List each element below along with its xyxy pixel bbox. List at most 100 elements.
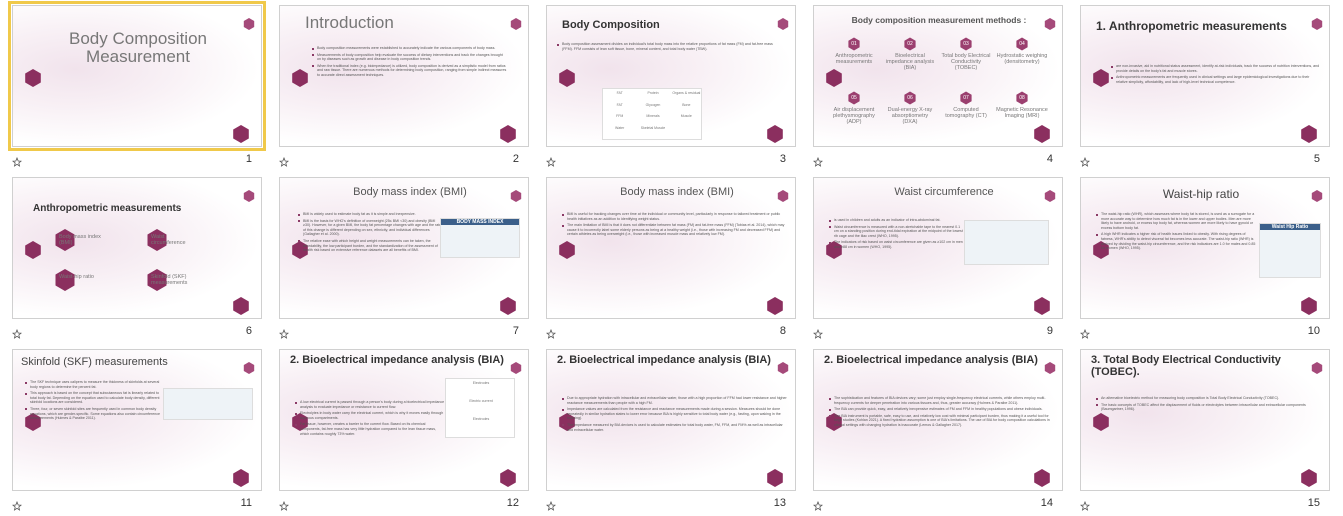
diagram-label: Organs & residual (672, 91, 701, 95)
method-label: Air displacement plethysmography (ADP) (833, 107, 875, 125)
method-number: 03 (963, 41, 969, 47)
transition-icon[interactable] (812, 326, 824, 339)
slide-image: BODY MASS INDEX (440, 218, 520, 258)
slide-body: The waist-hip ratio (WHR), which assesse… (1096, 212, 1256, 253)
slide-body: Body composition measurements were estab… (312, 46, 507, 80)
bullet-text: The sophistication and features of BIA d… (829, 396, 1054, 405)
bullet-text: An alternative bioelectric method for me… (1096, 396, 1321, 401)
image-caption: Waist Hip Ratio (1260, 224, 1320, 230)
transition-icon[interactable] (1079, 326, 1091, 339)
slide-thumbnail[interactable]: Introduction Body composition measurement… (279, 5, 529, 147)
slide-thumbnail[interactable]: Body mass index (BMI) BMI is useful for t… (546, 177, 796, 319)
slide-body: Body composition assessment divides an i… (557, 42, 782, 53)
transition-icon[interactable] (278, 326, 290, 339)
bullet-text: The relative ease with which height and … (298, 239, 443, 253)
slide-thumbnail[interactable]: 2. Bioelectrical impedance analysis (BIA… (813, 349, 1063, 491)
diagram: Electrodes Electric current Electrodes (445, 378, 515, 438)
slide-title: 1. Anthropometric measurements (1096, 19, 1287, 33)
method-number: 06 (907, 95, 913, 101)
slide-thumbnail[interactable]: 2. Bioelectrical impedance analysis (BIA… (546, 349, 796, 491)
bullet-text: Anthropometric measurements are frequent… (1111, 75, 1321, 84)
slide-thumbnail[interactable]: Body composition measurement methods : 01… (813, 5, 1063, 147)
decoration (1093, 362, 1323, 487)
slide-thumbnail[interactable]: Body mass index (BMI) BMI is widely used … (279, 177, 529, 319)
slide-thumbnail[interactable]: Waist-hip ratio The waist-hip ratio (WHR)… (1080, 177, 1330, 319)
slide-thumbnail[interactable]: 3. Total Body Electrical Conductivity (T… (1080, 349, 1330, 491)
slide-title: 3. Total Body Electrical Conductivity (T… (1091, 354, 1281, 378)
bullet-text: The SKF technique uses calipers to measu… (25, 380, 165, 389)
decoration (25, 190, 255, 315)
slide-body: are non-invasive, aid in nutritional sta… (1111, 64, 1321, 86)
bullet-text: Electrolytes in body water carry the ele… (295, 411, 445, 420)
slide-number: 3 (779, 153, 786, 165)
diagram-label: Electrodes (472, 417, 490, 421)
bullet-text: Measurements of body composition help ev… (312, 53, 507, 62)
slide-number: 4 (1046, 153, 1053, 165)
transition-icon[interactable] (11, 498, 23, 511)
diagram: FAT FAT FFM Water Protein Glycogen Minerals Ske… (602, 88, 702, 140)
slide-body: An alternative bioelectric method for me… (1096, 396, 1321, 414)
transition-icon[interactable] (278, 154, 290, 167)
slide-number: 1 (245, 153, 252, 165)
slide-thumbnail[interactable]: Body Composition Measurement (8, 1, 266, 151)
diagram-label: Bone (682, 102, 691, 107)
slide-title: Anthropometric measurements (33, 203, 182, 214)
slide-thumbnail[interactable]: 1. Anthropometric measurements are non-in… (1080, 5, 1330, 147)
slide-thumbnail[interactable]: Body Composition Body composition assessm… (546, 5, 796, 147)
bullet-text: The indicators of risk based on waist ci… (829, 240, 964, 249)
slide-thumbnail[interactable]: 2. Bioelectrical impedance analysis (BIA… (279, 349, 529, 491)
slide-number: 7 (512, 325, 519, 337)
method-label: Total body Electrical Conductivity (TOBE… (941, 53, 991, 71)
transition-icon[interactable] (11, 326, 23, 339)
measure-label: Skinfold (SKF) measurements (151, 274, 188, 286)
bullet-text: Three, four, or seven skinfold sites are… (25, 407, 165, 421)
diagram-label: Water (615, 125, 625, 130)
bullet-text: is used in children and adults as an ind… (829, 218, 964, 223)
diagram-label: Electrodes (472, 381, 490, 385)
bullet-text: A high WHR indicates a higher risk of he… (1096, 232, 1256, 250)
slide-thumbnail[interactable]: Skinfold (SKF) measurements The SKF techn… (12, 349, 262, 491)
decoration (292, 190, 522, 315)
diagram-label: Muscle (680, 114, 692, 118)
diagram-label: Minerals (646, 114, 660, 118)
measure-label: Waist-hip ratio (59, 274, 94, 280)
transition-icon[interactable] (278, 498, 290, 511)
slide-body: A low electrical current is passed throu… (295, 400, 445, 438)
bullet-text: are non-invasive, aid in nutritional sta… (1111, 64, 1321, 73)
transition-icon[interactable] (545, 498, 557, 511)
transition-icon[interactable] (545, 326, 557, 339)
method-number: 04 (1019, 41, 1025, 47)
slide-title: 2. Bioelectrical impedance analysis (BIA… (557, 354, 771, 366)
slide-number: 2 (512, 153, 519, 165)
bullet-text: The BIA instrument is portable, safe, ea… (829, 414, 1054, 428)
slide-thumbnail[interactable]: Anthropometric measurements Body mass ind… (12, 177, 262, 319)
decoration (292, 362, 522, 487)
bullet-text: The BIA can provide quick, easy, and rel… (829, 407, 1054, 412)
slide-title: 2. Bioelectrical impedance analysis (BIA… (824, 354, 1038, 366)
slide-title: Waist circumference (894, 186, 994, 198)
bullet-text: BMI is useful for tracking changes over … (562, 212, 787, 221)
slide-title: Body mass index (BMI) (353, 186, 467, 198)
transition-icon[interactable] (11, 154, 23, 167)
transition-icon[interactable] (545, 154, 557, 167)
method-label: Computed tomography (CT) (945, 107, 987, 119)
measure-label: Waist circumference (151, 234, 186, 246)
decoration (826, 190, 1056, 315)
transition-icon[interactable] (1079, 154, 1091, 167)
slide-body: The sophistication and features of BIA d… (829, 396, 1054, 430)
method-number: 05 (851, 95, 857, 101)
slide-body: BMI is useful for tracking changes over … (562, 212, 787, 239)
slide-thumbnail[interactable]: Waist circumference is used in children a… (813, 177, 1063, 319)
slide-body: The SKF technique uses calipers to measu… (25, 380, 165, 423)
diagram-label: Skeletal Muscle (640, 125, 666, 130)
decoration (1093, 190, 1323, 315)
method-number: 02 (907, 41, 913, 47)
slide-image (964, 220, 1049, 265)
transition-icon[interactable] (1079, 498, 1091, 511)
transition-icon[interactable] (812, 154, 824, 167)
diagram-label: Glycogen (645, 102, 661, 107)
bullet-text: When the traditional index (e.g. bioimpe… (312, 64, 507, 78)
decoration (1093, 18, 1323, 143)
transition-icon[interactable] (812, 498, 824, 511)
method-number: 08 (1019, 95, 1025, 101)
